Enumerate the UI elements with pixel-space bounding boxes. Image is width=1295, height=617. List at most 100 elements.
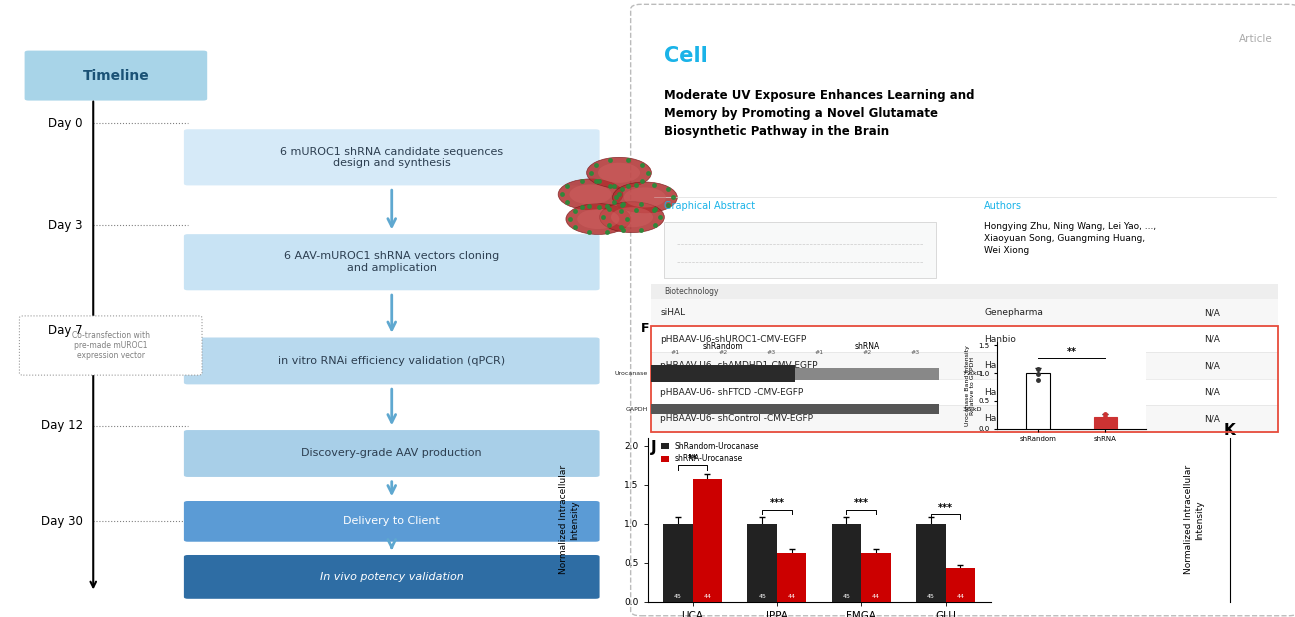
Bar (664, 222, 936, 278)
Bar (795, 404, 843, 414)
Text: Hongying Zhu, Ning Wang, Lei Yao, ...,
Xiaoyuan Song, Guangming Huang,
Wei Xiong: Hongying Zhu, Ning Wang, Lei Yao, ..., X… (984, 222, 1156, 255)
Text: J: J (650, 440, 657, 455)
FancyBboxPatch shape (19, 316, 202, 375)
Text: pHBAAV-U6- shControl -CMV-EGFP: pHBAAV-U6- shControl -CMV-EGFP (660, 414, 813, 423)
Text: Day 7: Day 7 (48, 323, 83, 337)
Text: N/A: N/A (1204, 361, 1220, 370)
Text: Article: Article (1239, 34, 1273, 44)
Text: Hanbio: Hanbio (984, 387, 1017, 397)
Text: #3: #3 (910, 350, 919, 355)
Circle shape (570, 184, 611, 204)
Text: 44: 44 (703, 594, 711, 599)
Text: 72 kD: 72 kD (963, 371, 982, 376)
Y-axis label: Normalized Intracellular
Intensity: Normalized Intracellular Intensity (558, 465, 579, 574)
Bar (651, 352, 1278, 379)
Text: F: F (641, 321, 649, 334)
Text: 45: 45 (927, 594, 935, 599)
FancyBboxPatch shape (184, 555, 600, 598)
Bar (651, 405, 1278, 432)
Bar (891, 368, 939, 381)
Bar (843, 368, 891, 381)
Text: Delivery to Client: Delivery to Client (343, 516, 440, 526)
Text: Hanbio: Hanbio (984, 361, 1017, 370)
Bar (651, 284, 1278, 299)
Bar (631, 364, 641, 385)
Y-axis label: Normalized Intracellular
Intensity: Normalized Intracellular Intensity (1184, 465, 1204, 574)
Text: In vivo potency validation: In vivo potency validation (320, 572, 464, 582)
Text: Day 30: Day 30 (41, 515, 83, 528)
Circle shape (558, 179, 623, 210)
Circle shape (566, 204, 631, 234)
Bar (843, 404, 891, 414)
Bar (1026, 373, 1050, 429)
Text: 44: 44 (787, 594, 795, 599)
Text: Day 0: Day 0 (48, 117, 83, 130)
Text: #1: #1 (815, 350, 824, 355)
Text: siHAL: siHAL (660, 308, 685, 317)
Circle shape (598, 163, 640, 183)
Text: 45: 45 (843, 594, 851, 599)
Text: Graphical Abstract: Graphical Abstract (664, 201, 755, 210)
Bar (651, 379, 1278, 405)
Text: **: ** (688, 453, 698, 464)
FancyBboxPatch shape (184, 501, 600, 542)
FancyBboxPatch shape (25, 51, 207, 101)
Text: Co-transfection with
pre-made mUROC1
expression vector: Co-transfection with pre-made mUROC1 exp… (71, 331, 150, 360)
Text: Hanbio: Hanbio (984, 414, 1017, 423)
Text: 44: 44 (956, 594, 965, 599)
Text: Day 3: Day 3 (48, 218, 83, 232)
Text: Urocanase: Urocanase (614, 371, 648, 376)
Bar (747, 365, 795, 383)
Text: Genepharma: Genepharma (984, 308, 1042, 317)
Circle shape (611, 207, 653, 227)
Text: Discovery-grade AAV production: Discovery-grade AAV production (302, 449, 482, 458)
FancyBboxPatch shape (184, 234, 600, 291)
Text: 36 kD: 36 kD (963, 407, 982, 412)
Text: Day 12: Day 12 (40, 419, 83, 433)
Text: K: K (1224, 423, 1235, 438)
Bar (747, 524, 777, 602)
Circle shape (600, 202, 664, 233)
Bar (651, 365, 699, 383)
Circle shape (624, 188, 666, 207)
Circle shape (587, 157, 651, 188)
Bar (747, 404, 795, 414)
Bar (651, 326, 1278, 432)
Text: Biotechnology: Biotechnology (664, 287, 719, 296)
FancyBboxPatch shape (184, 130, 600, 185)
Text: N/A: N/A (1204, 414, 1220, 423)
FancyBboxPatch shape (184, 430, 600, 477)
Text: 45: 45 (673, 594, 681, 599)
Text: Timeline: Timeline (83, 68, 149, 83)
Text: ***: *** (938, 503, 953, 513)
Circle shape (578, 209, 619, 229)
Text: GAPDH: GAPDH (625, 407, 648, 412)
Text: 6 AAV-mUROC1 shRNA vectors cloning
and amplication: 6 AAV-mUROC1 shRNA vectors cloning and a… (284, 251, 500, 273)
Text: pHBAAV-U6- shAMDHD1-CMV-EGFP: pHBAAV-U6- shAMDHD1-CMV-EGFP (660, 361, 818, 370)
FancyArrow shape (704, 538, 776, 579)
Text: #1: #1 (671, 350, 680, 355)
Text: 45: 45 (759, 594, 767, 599)
Text: N/A: N/A (1204, 308, 1220, 317)
Text: ***: *** (853, 498, 869, 508)
Text: ***: *** (769, 498, 785, 508)
Bar (699, 404, 747, 414)
Text: shRandom: shRandom (703, 342, 743, 351)
Y-axis label: Urocanase Band Intensity
Relative to GAPDH: Urocanase Band Intensity Relative to GAP… (965, 345, 975, 426)
Bar (795, 368, 843, 381)
Text: **: ** (1067, 347, 1076, 357)
FancyBboxPatch shape (631, 4, 1295, 616)
Bar (777, 553, 807, 602)
Bar (945, 568, 975, 602)
Text: #2: #2 (719, 350, 728, 355)
Text: 44: 44 (872, 594, 881, 599)
Text: pHBAAV-U6-shUROC1-CMV-EGFP: pHBAAV-U6-shUROC1-CMV-EGFP (660, 334, 807, 344)
Text: in vitro RNAi efficiency validation (qPCR): in vitro RNAi efficiency validation (qPC… (278, 356, 505, 366)
Text: N/A: N/A (1204, 387, 1220, 397)
Text: Hanbio: Hanbio (984, 334, 1017, 344)
Legend: ShRandom-Urocanase, shRNA-Urocanase: ShRandom-Urocanase, shRNA-Urocanase (658, 439, 763, 466)
Text: Cell: Cell (664, 46, 708, 66)
Bar (1093, 416, 1118, 429)
Text: 6 mUROC1 shRNA candidate sequences
design and synthesis: 6 mUROC1 shRNA candidate sequences desig… (280, 146, 504, 168)
Bar (663, 524, 693, 602)
